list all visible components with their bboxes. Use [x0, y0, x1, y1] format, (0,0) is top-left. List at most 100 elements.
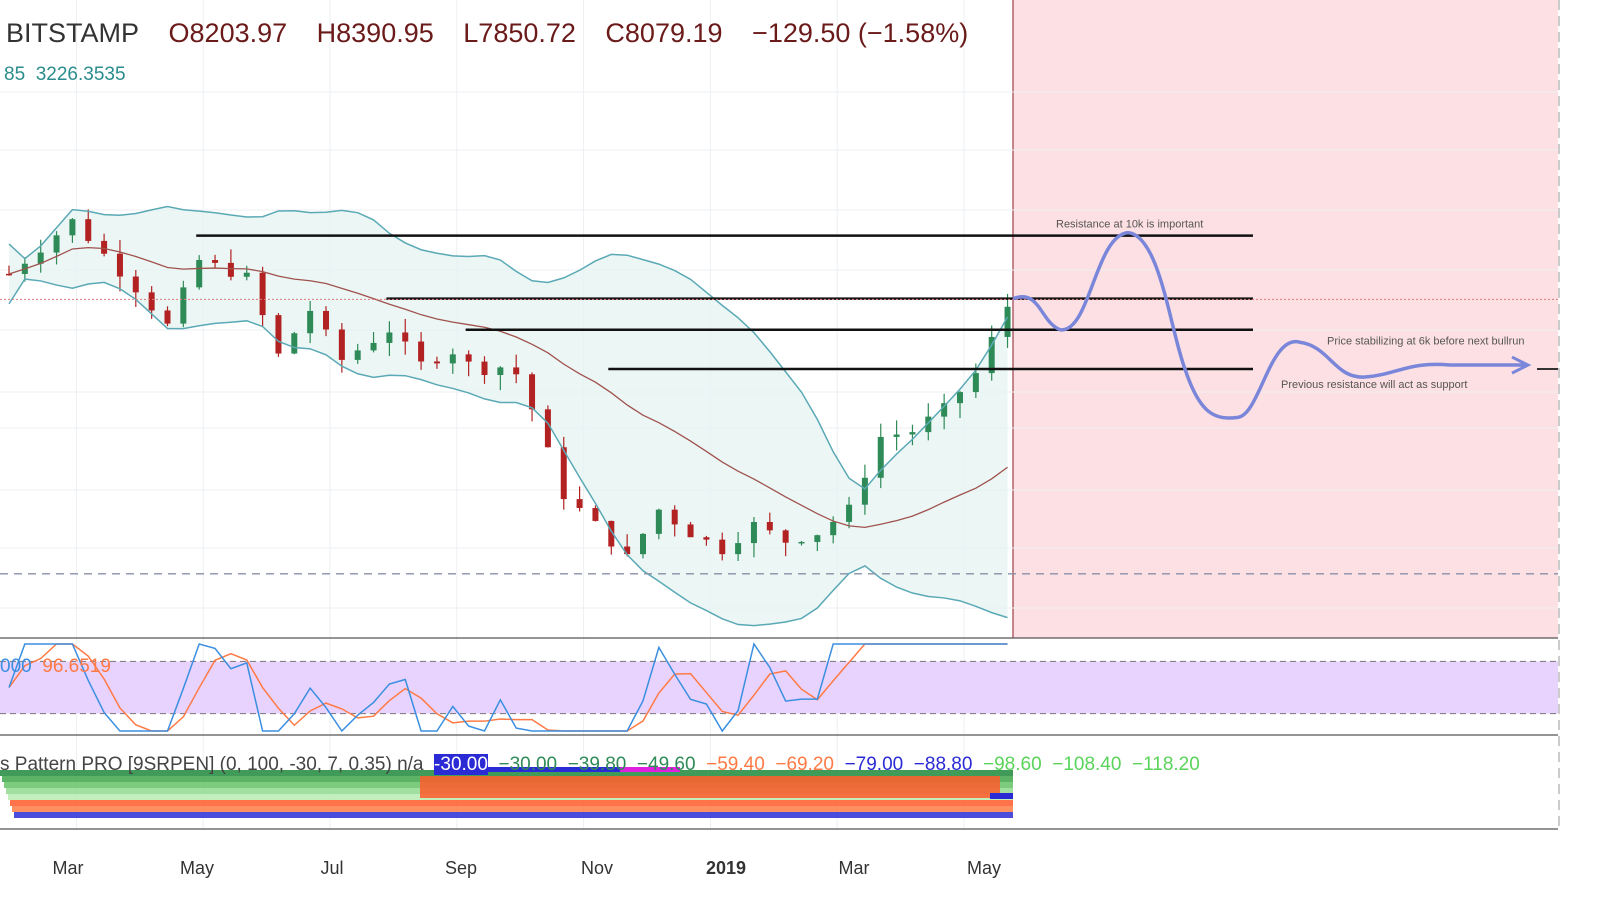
candle-body-32: [513, 367, 520, 375]
candle-body-24: [386, 332, 393, 343]
exchange-name: BITSTAMP: [6, 18, 140, 48]
candle-body-16: [259, 272, 266, 316]
indicator-value-5: −69.20: [775, 754, 835, 775]
candle-body-62: [988, 336, 995, 374]
open-value: O8203.97: [168, 18, 288, 48]
candle-body-6: [101, 240, 108, 254]
annotation-stabilizing: Price stabilizing at 6k before next bull…: [1327, 336, 1525, 348]
candle-body-23: [370, 342, 377, 351]
candle-body-63: [1004, 306, 1011, 337]
bb-value-1: 85: [4, 64, 26, 85]
annotation-support: Previous resistance will act as support: [1281, 379, 1467, 391]
bb-value-2: 3226.3535: [35, 64, 126, 85]
candle-body-46: [735, 543, 742, 555]
stoch-legend: 000 96.6519: [0, 656, 111, 678]
indicator-value-3: −49.60: [636, 754, 696, 775]
candle-body-2: [37, 252, 44, 264]
candle-body-4: [69, 219, 76, 236]
bollinger-upper: [8, 205, 1009, 490]
candle-body-41: [655, 509, 662, 534]
candle-body-39: [624, 546, 631, 555]
symbol-header: BITSTAMP O8203.97 H8390.95 L7850.72 C807…: [6, 18, 990, 49]
indicator-value-10: −118.20: [1132, 754, 1200, 775]
candle-body-11: [180, 287, 187, 324]
candle-body-61: [972, 373, 979, 393]
x-tick-label-4: Nov: [580, 858, 614, 878]
indicator-value-0: -30.00: [434, 754, 488, 775]
projection-arrow-head: [1511, 355, 1532, 375]
candle-body-25: [402, 332, 409, 342]
candle-body-53: [846, 504, 853, 522]
candle-body-47: [750, 522, 757, 544]
bollinger-fill: [9, 206, 1008, 626]
pattern-band-magenta: [620, 767, 680, 772]
candle-body-29: [465, 354, 472, 362]
candle-body-13: [212, 260, 219, 263]
candle-body-55: [877, 436, 884, 478]
candle-body-52: [830, 521, 837, 536]
candle-body-26: [418, 341, 425, 362]
indicator-value-4: −59.40: [706, 754, 765, 775]
candle-body-9: [148, 292, 155, 311]
candle-body-51: [814, 535, 821, 542]
candle-body-19: [307, 310, 314, 334]
pattern-band-6: [12, 806, 1013, 812]
indicator-value-9: −108.40: [1052, 754, 1122, 775]
candle-body-27: [433, 361, 440, 364]
projection-path: [1012, 230, 1525, 420]
candle-body-54: [861, 477, 868, 505]
candle-body-21: [338, 329, 345, 360]
indicator-name: s Pattern PRO [9SRPEN] (0, 100, -30, 7, …: [0, 754, 424, 775]
pattern-band-blue-end: [990, 793, 1013, 799]
x-tick-label-2: Jul: [320, 858, 344, 878]
candle-body-28: [449, 354, 456, 364]
candle-body-60: [957, 392, 963, 404]
candle-body-49: [782, 530, 789, 543]
pattern-band-5: [10, 800, 1013, 806]
x-tick-label-0: Mar: [52, 858, 84, 878]
candle-body-10: [164, 310, 171, 324]
candle-body-34: [544, 409, 551, 448]
stoch-d-value: 96.6519: [42, 656, 111, 677]
candle-body-18: [291, 333, 298, 354]
indicator-value-2: −39.80: [567, 754, 627, 775]
candle-body-43: [687, 524, 694, 538]
indicator-value-7: −88.80: [913, 754, 973, 775]
candle-body-15: [243, 272, 250, 277]
stoch-k-value: 000: [0, 656, 32, 677]
candle-body-38: [608, 520, 615, 547]
candle-body-36: [576, 499, 583, 508]
candle-body-48: [766, 522, 773, 531]
candle-body-8: [132, 276, 139, 293]
candle-body-44: [703, 537, 710, 540]
candle-body-20: [323, 310, 329, 330]
bollinger-legend: 85 3226.3535: [4, 64, 126, 86]
change-value: −129.50 (−1.58%): [752, 18, 969, 48]
candle-body-12: [196, 260, 203, 288]
candle-body-50: [798, 541, 805, 544]
x-tick-label-5: 2019: [705, 858, 747, 878]
candle-body-7: [116, 253, 123, 277]
candle-body-3: [53, 235, 60, 253]
candle-body-57: [909, 432, 916, 435]
candle-body-17: [275, 315, 282, 354]
pattern-indicator-legend: s Pattern PRO [9SRPEN] (0, 100, -30, 7, …: [0, 754, 1200, 776]
candle-body-56: [893, 434, 900, 437]
x-tick-label-3: Sep: [444, 858, 478, 878]
bollinger-lower: [8, 278, 1008, 627]
x-tick-label-7: May: [966, 858, 1002, 878]
candle-body-14: [227, 262, 234, 277]
candle-body-22: [354, 350, 361, 360]
candle-body-59: [941, 403, 948, 417]
x-tick-label-1: May: [179, 858, 215, 878]
candle-body-0: [6, 273, 12, 276]
annotation-resistance: Resistance at 10k is important: [1056, 219, 1203, 231]
indicator-value-6: −79.00: [844, 754, 904, 775]
candle-body-33: [529, 374, 536, 410]
candles-group: [6, 209, 1011, 561]
pattern-band-blue: [470, 767, 620, 772]
pattern-band-0: [0, 770, 1013, 776]
low-value: L7850.72: [463, 18, 576, 48]
